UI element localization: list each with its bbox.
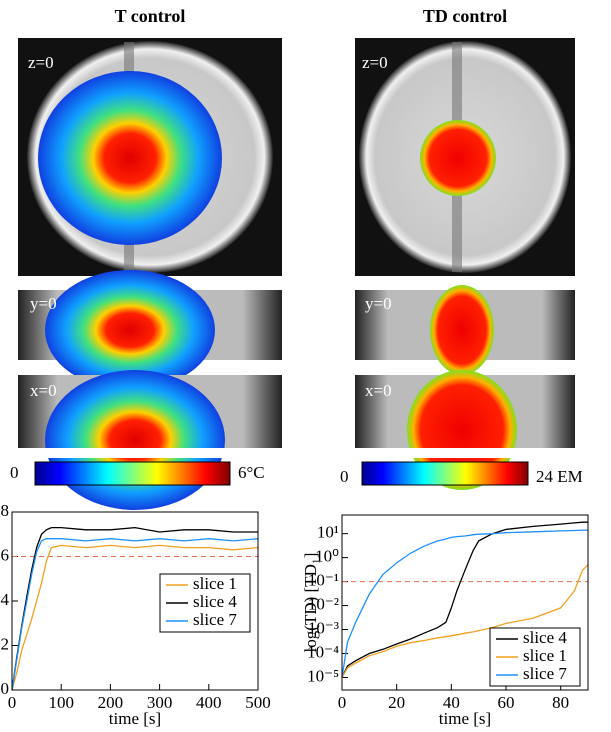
y-tick-label: 8 (1, 501, 10, 520)
view-label: y=0 (30, 294, 57, 313)
colorbar (361, 461, 529, 486)
plot-frame (11, 511, 259, 691)
series-line (341, 564, 589, 678)
view-label: z=0 (28, 53, 54, 72)
x-axis-label: time [s] (439, 709, 491, 728)
view-label: x=0 (30, 381, 57, 400)
y-axis-label: log(TD) [TD₁] (301, 553, 320, 653)
x-tick-label: 80 (552, 693, 569, 712)
y-tick-label: 10⁻³ (308, 618, 339, 637)
view-label: x=0 (365, 381, 392, 400)
x-tick-label: 0 (338, 693, 347, 712)
y-tick-label: 10⁻¹ (308, 570, 339, 589)
heatmap (45, 370, 225, 510)
x-tick-label: 200 (98, 693, 124, 712)
x-tick-label: 20 (388, 693, 405, 712)
x-tick-label: 500 (245, 693, 271, 712)
heatmap (430, 285, 494, 375)
x-tick-label: 60 (498, 693, 515, 712)
left-images: T control z=0 y=0 x=0 0 6°C (0, 6, 300, 510)
x-axis-label: time [s] (109, 709, 161, 728)
y-tick-label: 10⁻⁵ (307, 666, 339, 685)
plot-frame (341, 514, 589, 691)
colorbar-label: 6°C (238, 463, 265, 482)
y-tick-label: 10⁻² (308, 594, 339, 613)
view-label: y=0 (365, 294, 392, 313)
y-tick-label: 4 (1, 590, 10, 609)
series-line (11, 538, 259, 691)
y-tick-label: 0 (1, 679, 10, 698)
legend-label: slice 1 (523, 646, 567, 665)
series-line (341, 521, 588, 678)
legend-label: slice 1 (193, 574, 237, 593)
view-label: z=0 (362, 53, 388, 72)
y-tick-label: 10¹ (317, 523, 339, 542)
mask (0, 288, 18, 448)
y-tick-label: 10⁰ (315, 547, 339, 566)
x-tick-label: 400 (196, 693, 222, 712)
heatmap (407, 370, 517, 490)
heatmap (45, 270, 215, 390)
series-line (11, 526, 258, 691)
colorbar-label: 0 (10, 463, 19, 482)
x-tick-label: 100 (48, 693, 74, 712)
legend-label: slice 7 (193, 610, 237, 629)
colorbar (34, 461, 231, 486)
x-tick-label: 300 (147, 693, 173, 712)
chart: 0 20 40 60 80 10⁻⁵ 10⁻⁴ 10⁻³ 10⁻² 10⁻¹ 10⁰ 10¹ time … (301, 514, 589, 728)
panel-title: T control (115, 6, 186, 26)
mask (300, 448, 611, 458)
legend-label: slice 4 (193, 592, 237, 611)
legend-label: slice 7 (523, 664, 567, 683)
x-tick-label: 0 (8, 693, 17, 712)
heatmap (420, 120, 496, 196)
series-line (11, 544, 259, 691)
legend-label: slice 4 (523, 628, 567, 647)
series-line (341, 529, 588, 678)
x-tick-label: 40 (443, 693, 460, 712)
colorbar-label: 0 (340, 467, 349, 486)
colorbar-label: 24 EM (536, 467, 583, 486)
y-tick-label: 2 (1, 634, 10, 653)
mask (0, 448, 300, 458)
y-tick-label: 10⁻⁴ (307, 642, 339, 661)
y-tick-label: 6 (1, 545, 10, 564)
heatmap (38, 71, 222, 245)
right-images: TD control z=0 y=0 x=0 0 24 EM (300, 6, 611, 490)
panel-title: TD control (423, 6, 507, 26)
